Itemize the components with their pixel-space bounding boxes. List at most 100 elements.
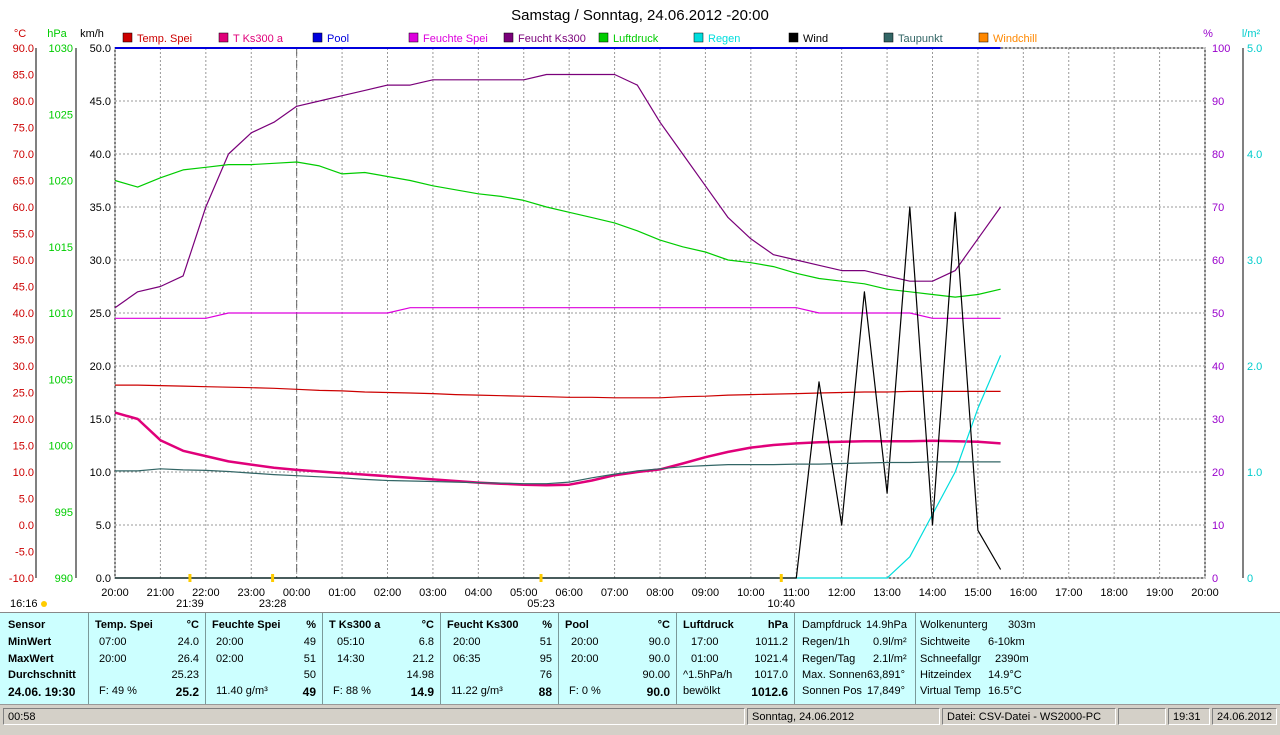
percent-tick: 60 (1212, 255, 1224, 267)
celsius-tick: 10.0 (13, 467, 34, 479)
x-tick-label: 05:00 (510, 587, 538, 599)
feuchte-spei-min-time: 20:00 (216, 636, 244, 648)
feuchte-spei-min-value: 49 (303, 636, 316, 648)
celsius-tick: 85.0 (13, 70, 34, 82)
event-marker (188, 574, 192, 582)
hitzeindex-value: 14.9°C (988, 669, 1022, 681)
weather-chart: Samstag / Sonntag, 24.06.2012 -20:00 20:0… (9, 7, 1262, 610)
t-ks300-title: T Ks300 a (329, 619, 381, 631)
pool-unit: °C (657, 619, 670, 631)
x-tick-label: 22:00 (192, 587, 220, 599)
stats-panel: Sensor MinWert MaxWert Durchschnitt 24.0… (0, 612, 1280, 705)
feucht-ks300-unit: % (542, 619, 552, 631)
feucht-ks300-current: 88 (538, 685, 552, 699)
feucht-ks300-min-time: 20:00 (453, 636, 481, 648)
legend-swatch (218, 32, 229, 43)
temp-spei-unit: °C (186, 619, 199, 631)
legend-swatch (883, 32, 894, 43)
celsius-tick: 20.0 (13, 414, 34, 426)
percent-tick: 10 (1212, 520, 1224, 532)
feuchte-spei-title: Feuchte Spei (212, 619, 281, 631)
stats-t-ks300: T Ks300 a °C 05:10 6.8 14:30 21.2 14.98 F: … (323, 613, 441, 705)
x-tick-label: 10:00 (737, 587, 765, 599)
rain-tick: 0 (1247, 573, 1253, 585)
t-ks300-unit: °C (421, 619, 434, 631)
series-feuchte-spei (115, 307, 1001, 319)
series-feucht-ks300 (114, 73, 1002, 309)
celsius-tick: 90.0 (13, 43, 34, 55)
x-tick-label: 11:00 (783, 587, 810, 599)
regen-1h-label: Regen/1h (802, 636, 850, 648)
legend-swatch (693, 32, 704, 43)
virtual-temp-value: 16.5°C (988, 685, 1022, 697)
x-tick-label: 02:00 (374, 587, 402, 599)
feucht-ks300-max-value: 95 (539, 653, 552, 665)
x-tick-label: 20:00 (1191, 587, 1219, 599)
hpa-tick: 1010 (49, 308, 73, 320)
event-marker-label: 10:40 (767, 598, 795, 610)
hpa-tick: 1020 (49, 176, 73, 188)
legend-label: Pool (327, 33, 349, 45)
pool-extra: F: 0 % (569, 685, 601, 697)
feuchte-spei-unit: % (306, 619, 316, 631)
legend-label: Regen (708, 33, 740, 45)
stats-sensor-col: Sensor MinWert MaxWert Durchschnitt 24.0… (0, 613, 89, 705)
rain-tick: 4.0 (1247, 149, 1262, 161)
percent-tick: 100 (1212, 43, 1230, 55)
kmh-tick: 50.0 (90, 43, 111, 55)
event-marker (271, 574, 275, 582)
kmh-tick: 45.0 (90, 96, 111, 108)
kmh-tick: 40.0 (90, 149, 111, 161)
pool-avg: 90.00 (642, 669, 670, 681)
rain-tick: 3.0 (1247, 255, 1262, 267)
schneefallgr-value: 2390m (995, 653, 1029, 665)
x-tick-label: 07:00 (601, 587, 629, 599)
dampfdruck-value: 14.9hPa (866, 619, 907, 631)
stats-misc-1: Dampfdruck 14.9hPa Regen/1h 0.9l/m² Regen/… (795, 613, 916, 705)
x-tick-label: 21:00 (147, 587, 175, 599)
regen-tag-value: 2.1l/m² (873, 653, 907, 665)
luftdruck-title: Luftdruck (683, 619, 734, 631)
temp-spei-title: Temp. Spei (95, 619, 153, 631)
maxwert-label: MaxWert (8, 653, 54, 665)
series-wind (115, 206, 1002, 579)
luftdruck-min-value: 1011.2 (755, 636, 788, 648)
regen-tag-label: Regen/Tag (802, 653, 856, 665)
t-ks300-min-value: 6.8 (418, 636, 434, 648)
x-tick-label: 16:00 (1010, 587, 1038, 599)
max-sonnen-label: Max. Sonnen (802, 669, 867, 681)
legend-label: Taupunkt (898, 33, 943, 45)
legend-label: Feucht Ks300 (518, 33, 586, 45)
chart-title: Samstag / Sonntag, 24.06.2012 -20:00 (511, 7, 769, 24)
luftdruck-max-time: 01:00 (691, 653, 719, 665)
x-tick-label: 01:00 (328, 587, 356, 599)
sensor-header: Sensor (8, 619, 46, 631)
pool-min-value: 90.0 (648, 636, 670, 648)
kmh-tick: 35.0 (90, 202, 111, 214)
celsius-tick: 5.0 (19, 494, 34, 506)
max-sonnen-value: 63,891° (867, 669, 906, 681)
celsius-tick: 55.0 (13, 229, 34, 241)
sonnen-pos-label: Sonnen Pos (802, 685, 862, 697)
hpa-tick: 1030 (49, 43, 73, 55)
rain-tick: 5.0 (1247, 43, 1262, 55)
pool-title: Pool (565, 619, 589, 631)
percent-tick: 70 (1212, 202, 1224, 214)
feucht-ks300-avg: 76 (539, 669, 552, 681)
series-taupunkt (115, 461, 1001, 485)
celsius-tick: 70.0 (13, 149, 34, 161)
kmh-tick: 10.0 (90, 467, 111, 479)
kmh-tick: 5.0 (96, 520, 111, 532)
legend-swatch (598, 32, 609, 43)
celsius-tick: 60.0 (13, 202, 34, 214)
x-tick-label: 09:00 (692, 587, 720, 599)
celsius-tick: 65.0 (13, 176, 34, 188)
status-date-text: Sonntag, 24.06.2012 (747, 708, 940, 725)
hpa-unit: hPa (47, 28, 67, 40)
pool-min-time: 20:00 (571, 636, 599, 648)
stats-feuchte-spei: Feuchte Spei% 20:00 49 02:00 51 50 11.40 g… (206, 613, 323, 705)
temp-spei-min-value: 24.0 (177, 636, 199, 648)
t-ks300-current: 14.9 (410, 685, 434, 699)
kmh-tick: 20.0 (90, 361, 111, 373)
event-marker (539, 574, 543, 582)
